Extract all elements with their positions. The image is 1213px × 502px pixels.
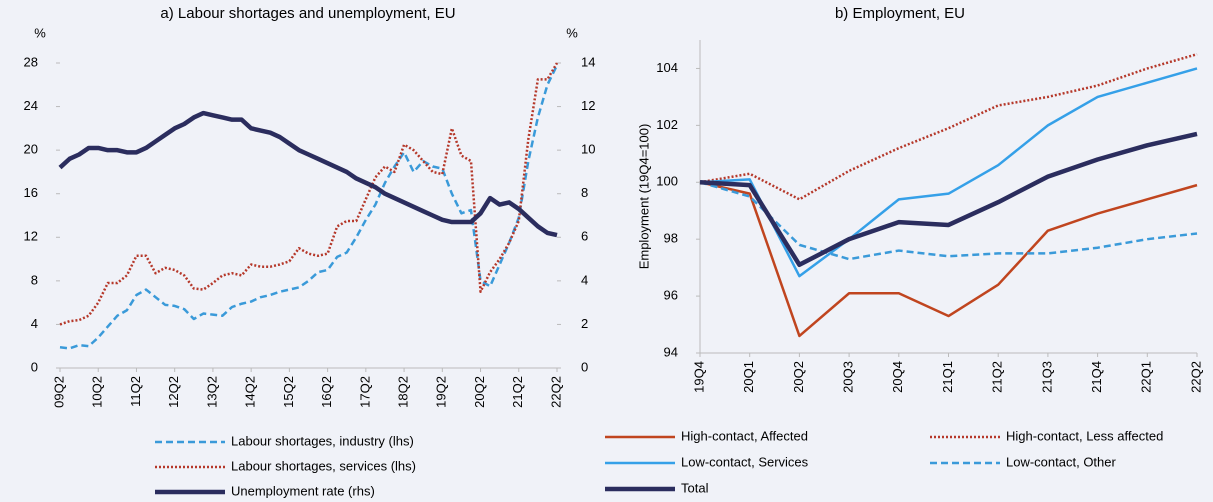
x-tick-label: 21Q2 <box>990 361 1005 393</box>
y-tick-label: 104 <box>656 60 678 75</box>
y-tick-label: 16 <box>24 185 38 200</box>
y2-axis-label: % <box>566 25 578 40</box>
chart-title: b) Employment, EU <box>835 5 965 22</box>
y-tick-label: 102 <box>656 117 678 132</box>
x-tick-label: 20Q4 <box>890 361 905 393</box>
x-tick-label: 20Q3 <box>841 361 856 393</box>
x-tick-label: 20Q2 <box>791 361 806 393</box>
x-tick-label: 13Q2 <box>204 376 219 408</box>
series-line <box>699 181 1198 338</box>
y-tick-label: 0 <box>31 359 38 374</box>
x-tick-label: 21Q3 <box>1039 361 1054 393</box>
y2-tick-label: 2 <box>581 316 588 331</box>
y-tick-label: 28 <box>24 54 38 69</box>
legend-label: Labour shortages, industry (lhs) <box>231 433 414 448</box>
y-tick-label: 100 <box>656 174 678 189</box>
legend-label: Low-contact, Other <box>1006 454 1116 469</box>
y2-tick-label: 4 <box>581 272 588 287</box>
x-tick-label: 21Q2 <box>510 376 525 408</box>
y-axis-label: Employment (19Q4=100) <box>636 124 651 270</box>
x-tick-label: 19Q4 <box>691 361 706 393</box>
series-line <box>58 110 558 238</box>
x-tick-label: 17Q2 <box>357 376 372 408</box>
x-tick-label: 21Q1 <box>940 361 955 393</box>
y-tick-label: 8 <box>31 272 38 287</box>
chart-title: a) Labour shortages and unemployment, EU <box>160 5 455 22</box>
series-line <box>59 62 559 326</box>
y2-tick-label: 10 <box>581 142 595 157</box>
y2-tick-label: 0 <box>581 359 588 374</box>
x-tick-label: 22Q1 <box>1139 361 1154 393</box>
y2-tick-label: 12 <box>581 98 595 113</box>
x-tick-label: 22Q2 <box>1188 361 1203 393</box>
legend-label: High-contact, Less affected <box>1006 428 1163 443</box>
x-tick-label: 11Q2 <box>128 376 143 407</box>
y-axis-label: % <box>34 25 46 40</box>
x-tick-label: 14Q2 <box>243 376 258 408</box>
x-tick-label: 22Q2 <box>548 376 563 408</box>
x-tick-label: 21Q4 <box>1089 361 1104 393</box>
legend-label: Labour shortages, services (lhs) <box>231 458 416 473</box>
x-tick-label: 10Q2 <box>90 376 105 408</box>
y2-tick-label: 6 <box>581 229 588 244</box>
legend-label: Unemployment rate (rhs) <box>231 483 375 498</box>
series-line <box>699 67 1198 278</box>
series-line <box>59 64 559 350</box>
y-tick-label: 24 <box>24 98 38 113</box>
x-tick-label: 20Q2 <box>472 376 487 408</box>
x-tick-label: 20Q1 <box>741 361 756 393</box>
x-tick-label: 09Q2 <box>51 376 66 408</box>
x-tick-label: 18Q2 <box>396 376 411 408</box>
legend-label: Low-contact, Services <box>681 454 809 469</box>
y-tick-label: 12 <box>24 229 38 244</box>
legend-label: Total <box>681 480 709 495</box>
y-tick-label: 94 <box>664 344 678 359</box>
y2-tick-label: 8 <box>581 185 588 200</box>
y-tick-label: 96 <box>664 288 678 303</box>
series-line <box>699 131 1198 268</box>
legend-label: High-contact, Affected <box>681 428 808 443</box>
y-tick-label: 4 <box>31 316 38 331</box>
y-tick-label: 98 <box>664 231 678 246</box>
x-tick-label: 16Q2 <box>319 376 334 408</box>
x-tick-label: 15Q2 <box>281 376 296 408</box>
y-tick-label: 20 <box>24 142 38 157</box>
series-line <box>699 53 1198 201</box>
x-tick-label: 19Q2 <box>434 376 449 408</box>
y2-tick-label: 14 <box>581 54 595 69</box>
x-tick-label: 12Q2 <box>166 376 181 408</box>
